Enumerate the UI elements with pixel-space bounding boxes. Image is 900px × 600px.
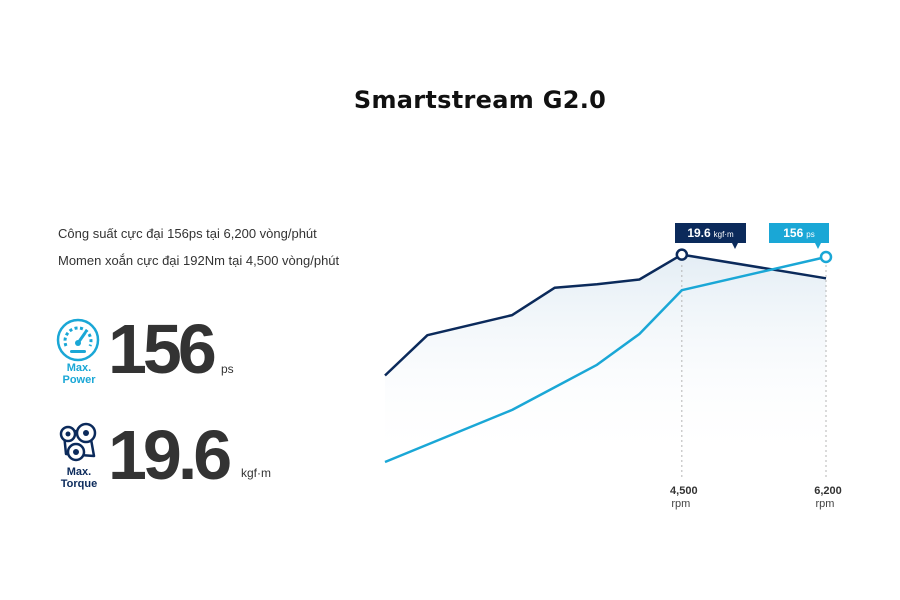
max-power-caption-line1: Max. <box>66 362 92 374</box>
page-title: Smartstream G2.0 <box>353 86 607 114</box>
x-tick-label-6200: 6,200 <box>814 485 842 497</box>
max-torque-description: Momen xoắn cực đại 192Nm tại 4,500 vòng/… <box>58 253 340 268</box>
max-power-value: 156 <box>108 310 217 388</box>
torque-peak-label: 19.6 kgf·m <box>687 226 734 240</box>
power-series-line <box>384 255 827 464</box>
torque-series-line <box>384 253 827 377</box>
x-tick-label-4500: 4,500 <box>670 485 698 497</box>
max-torque-value: 19.6 <box>108 416 232 494</box>
torque-peak-point <box>675 248 689 261</box>
power-peak-point <box>819 250 833 264</box>
max-torque-caption: Max. Torque <box>50 466 108 490</box>
speedometer-icon <box>56 318 100 362</box>
power-peak-label-unit: ps <box>806 230 814 239</box>
x-tick-unit-4500: rpm <box>671 498 690 510</box>
max-power-caption-line2: Power <box>62 374 96 386</box>
x-tick-unit-6200: rpm <box>816 498 835 510</box>
torque-peak-label-value: 19.6 <box>687 226 711 240</box>
max-power-description: Công suất cực đại 156ps tại 6,200 vòng/p… <box>58 226 317 241</box>
torque-peak-label-unit: kgf·m <box>714 230 734 239</box>
engine-belt-icon <box>59 422 97 462</box>
power-peak-label: 156 ps <box>783 226 814 240</box>
torque-peak-label-box <box>675 223 746 249</box>
max-power-unit: ps <box>221 362 234 376</box>
max-torque-caption-line1: Max. <box>66 466 92 478</box>
power-peak-label-value: 156 <box>783 226 803 240</box>
power-peak-label-box <box>769 223 829 249</box>
max-torque-caption-line2: Torque <box>60 478 98 490</box>
max-torque-unit: kgf·m <box>241 466 271 480</box>
max-power-caption: Max. Power <box>50 362 108 386</box>
